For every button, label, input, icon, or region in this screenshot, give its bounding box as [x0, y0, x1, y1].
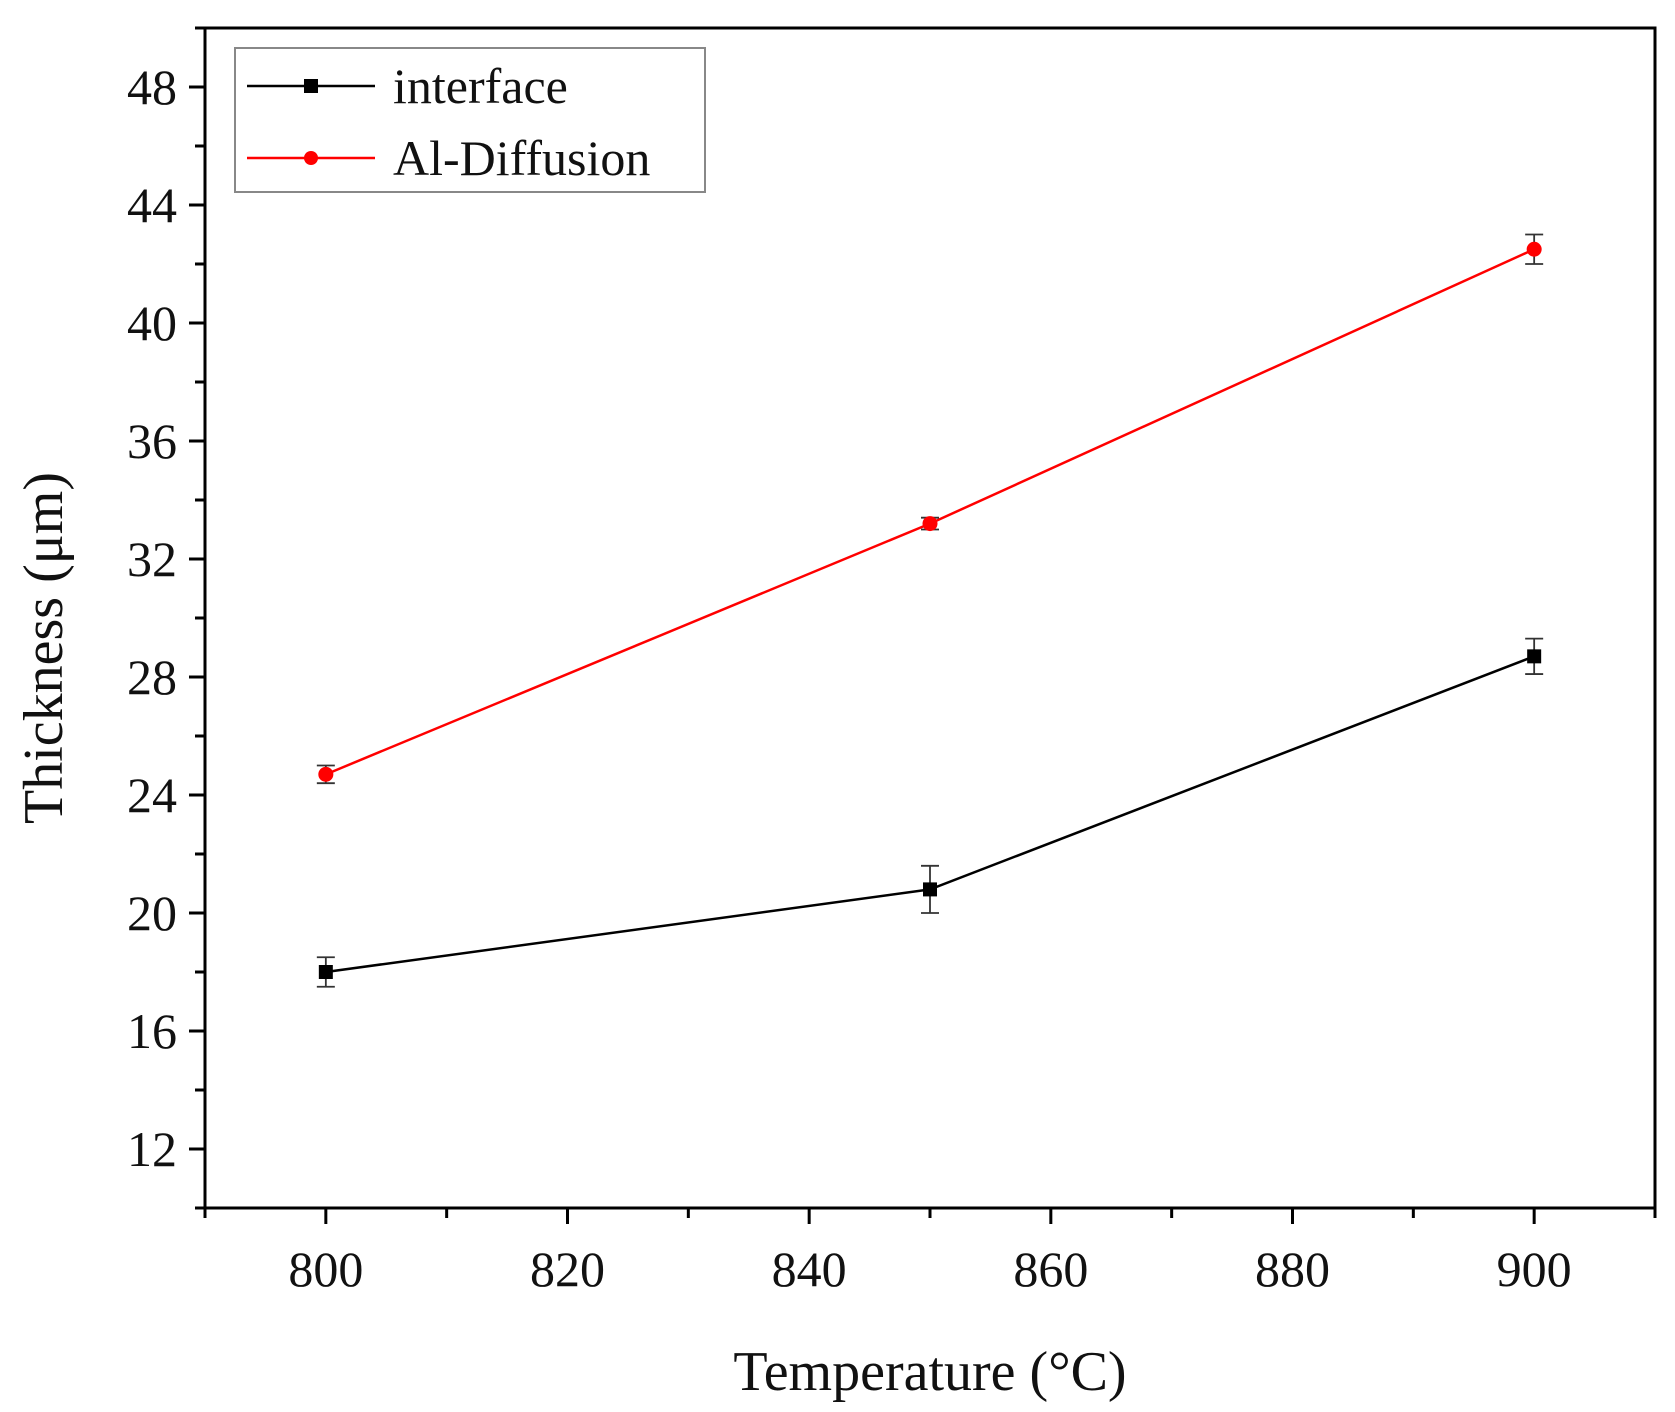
legend-label-interface: interface: [393, 58, 568, 114]
y-tick-label: 24: [127, 767, 177, 823]
y-tick-label: 44: [127, 177, 177, 233]
legend-marker-interface: [304, 79, 318, 93]
data-point-al-diffusion: [922, 516, 938, 532]
y-tick-label: 20: [127, 885, 177, 941]
y-axis-ticks: 12 16 20 24 28 32 36 40 44 48: [127, 26, 205, 1210]
legend-marker-al-diffusion: [304, 151, 318, 165]
legend: interface Al-Diffusion: [234, 47, 706, 193]
x-tick-label: 820: [530, 1241, 605, 1297]
x-tick-label: 900: [1497, 1241, 1572, 1297]
y-tick-label: 16: [127, 1003, 177, 1059]
data-point-al-diffusion: [1526, 241, 1542, 257]
x-tick-label: 800: [288, 1241, 363, 1297]
data-point-interface: [318, 965, 333, 979]
data-point-interface: [1527, 649, 1542, 664]
series-layer: [316, 233, 1544, 988]
x-axis-title: Temperature (°C): [733, 1341, 1126, 1403]
x-tick-label: 840: [772, 1241, 847, 1297]
x-tick-label: 860: [1013, 1241, 1088, 1297]
x-axis-ticks: 800 820 840 860 880 900: [203, 1208, 1657, 1297]
y-axis-title: Thickness (μm): [13, 472, 75, 824]
y-tick-label: 28: [127, 649, 177, 705]
y-tick-label: 40: [127, 295, 177, 351]
y-tick-label: 36: [127, 413, 177, 469]
plot-frame: [203, 26, 1657, 1210]
y-tick-label: 48: [127, 59, 177, 115]
y-tick-label: 12: [127, 1121, 177, 1177]
y-tick-label: 32: [127, 531, 177, 587]
legend-box: [234, 47, 706, 193]
data-point-al-diffusion: [318, 766, 334, 782]
data-point-interface: [923, 882, 937, 897]
legend-label-al-diffusion: Al-Diffusion: [393, 130, 650, 186]
x-tick-label: 880: [1255, 1241, 1330, 1297]
